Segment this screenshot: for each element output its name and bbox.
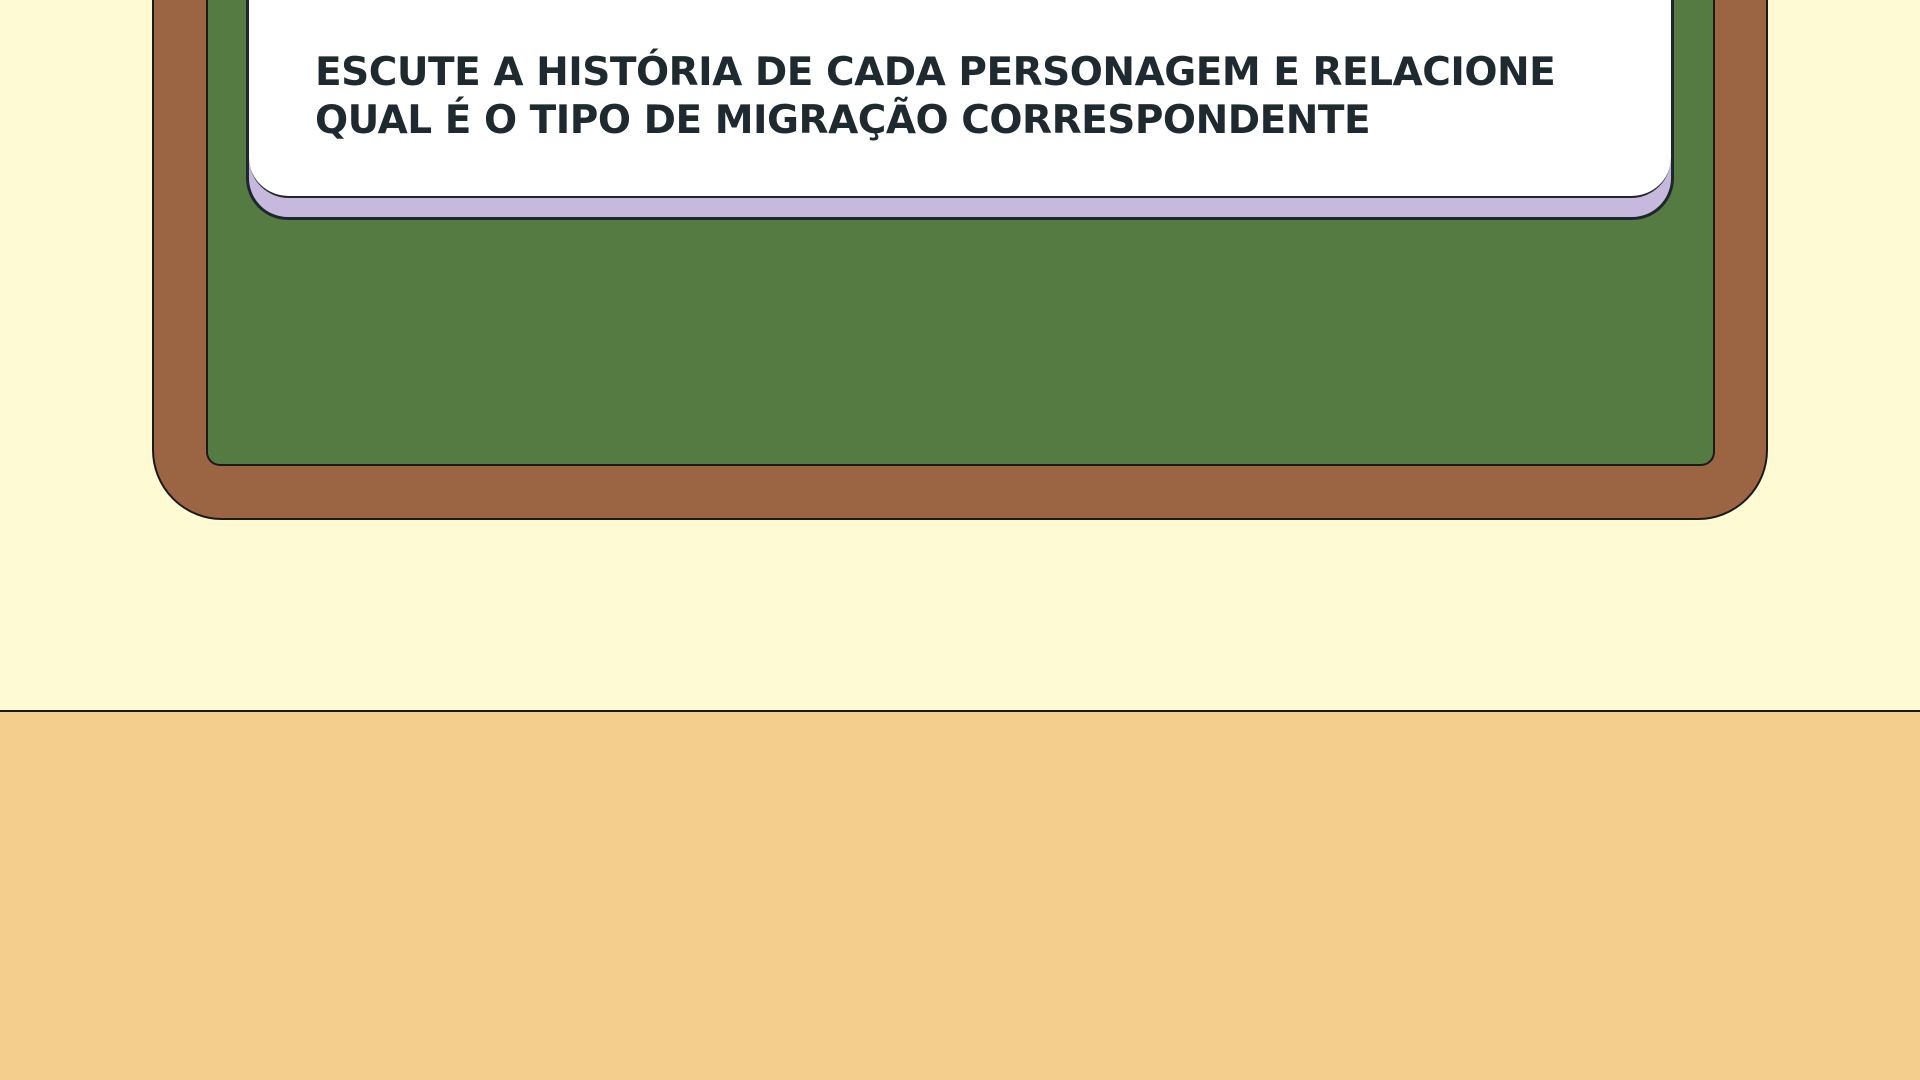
instruction-card: ESCUTE A HISTÓRIA DE CADA PERSONAGEM E R… — [246, 0, 1674, 220]
instruction-card-face — [249, 0, 1671, 198]
instruction-text: ESCUTE A HISTÓRIA DE CADA PERSONAGEM E R… — [315, 50, 1556, 143]
background-floor — [0, 710, 1920, 1080]
